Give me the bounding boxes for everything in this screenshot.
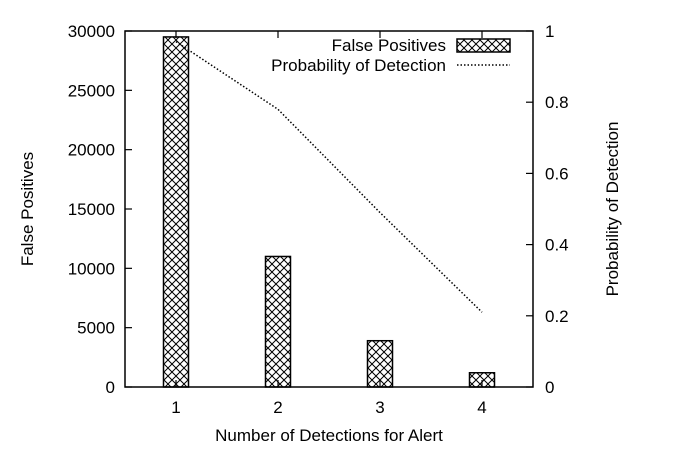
y-left-tick-label: 5000 (77, 319, 115, 338)
line-layer (175, 41, 483, 313)
y-left-tick-label: 20000 (68, 141, 115, 160)
y-left-tick-label: 10000 (68, 259, 115, 278)
x-axis-title: Number of Detections for Alert (215, 426, 443, 445)
x-tick-label: 4 (477, 398, 486, 417)
y-right-tick-label: 0.2 (545, 307, 569, 326)
y-right-tick-label: 0 (545, 378, 554, 397)
y-axis-left-title: False Positives (18, 152, 37, 266)
x-tick-label: 3 (375, 398, 384, 417)
bars-layer (162, 36, 496, 388)
probability-of-detection-line (175, 41, 483, 313)
y-right-tick-label: 1 (545, 22, 554, 41)
y-right-tick-label: 0.4 (545, 236, 569, 255)
y-right-tick-label: 0.8 (545, 93, 569, 112)
legend: False Positives Probability of Detection (271, 36, 511, 75)
bar-1 (162, 36, 190, 388)
y-right-tick-label: 0.6 (545, 164, 569, 183)
x-tick-label: 1 (171, 398, 180, 417)
y-left-tick-label: 25000 (68, 81, 115, 100)
y-left-tick-label: 15000 (68, 200, 115, 219)
legend-label-false-positives: False Positives (332, 36, 446, 55)
bar-2 (264, 255, 292, 388)
x-tick-label: 2 (273, 398, 282, 417)
y-left-tick-label: 0 (106, 378, 115, 397)
legend-label-probability-of-detection: Probability of Detection (271, 56, 446, 75)
legend-swatch-false-positives (456, 38, 511, 53)
ticks-layer: 0 5000 10000 15000 20000 25000 30000 0 0.2 0.4 0.6… (68, 22, 569, 417)
y-left-tick-label: 30000 (68, 22, 115, 41)
y-axis-right-title: Probability of Detection (603, 122, 622, 297)
